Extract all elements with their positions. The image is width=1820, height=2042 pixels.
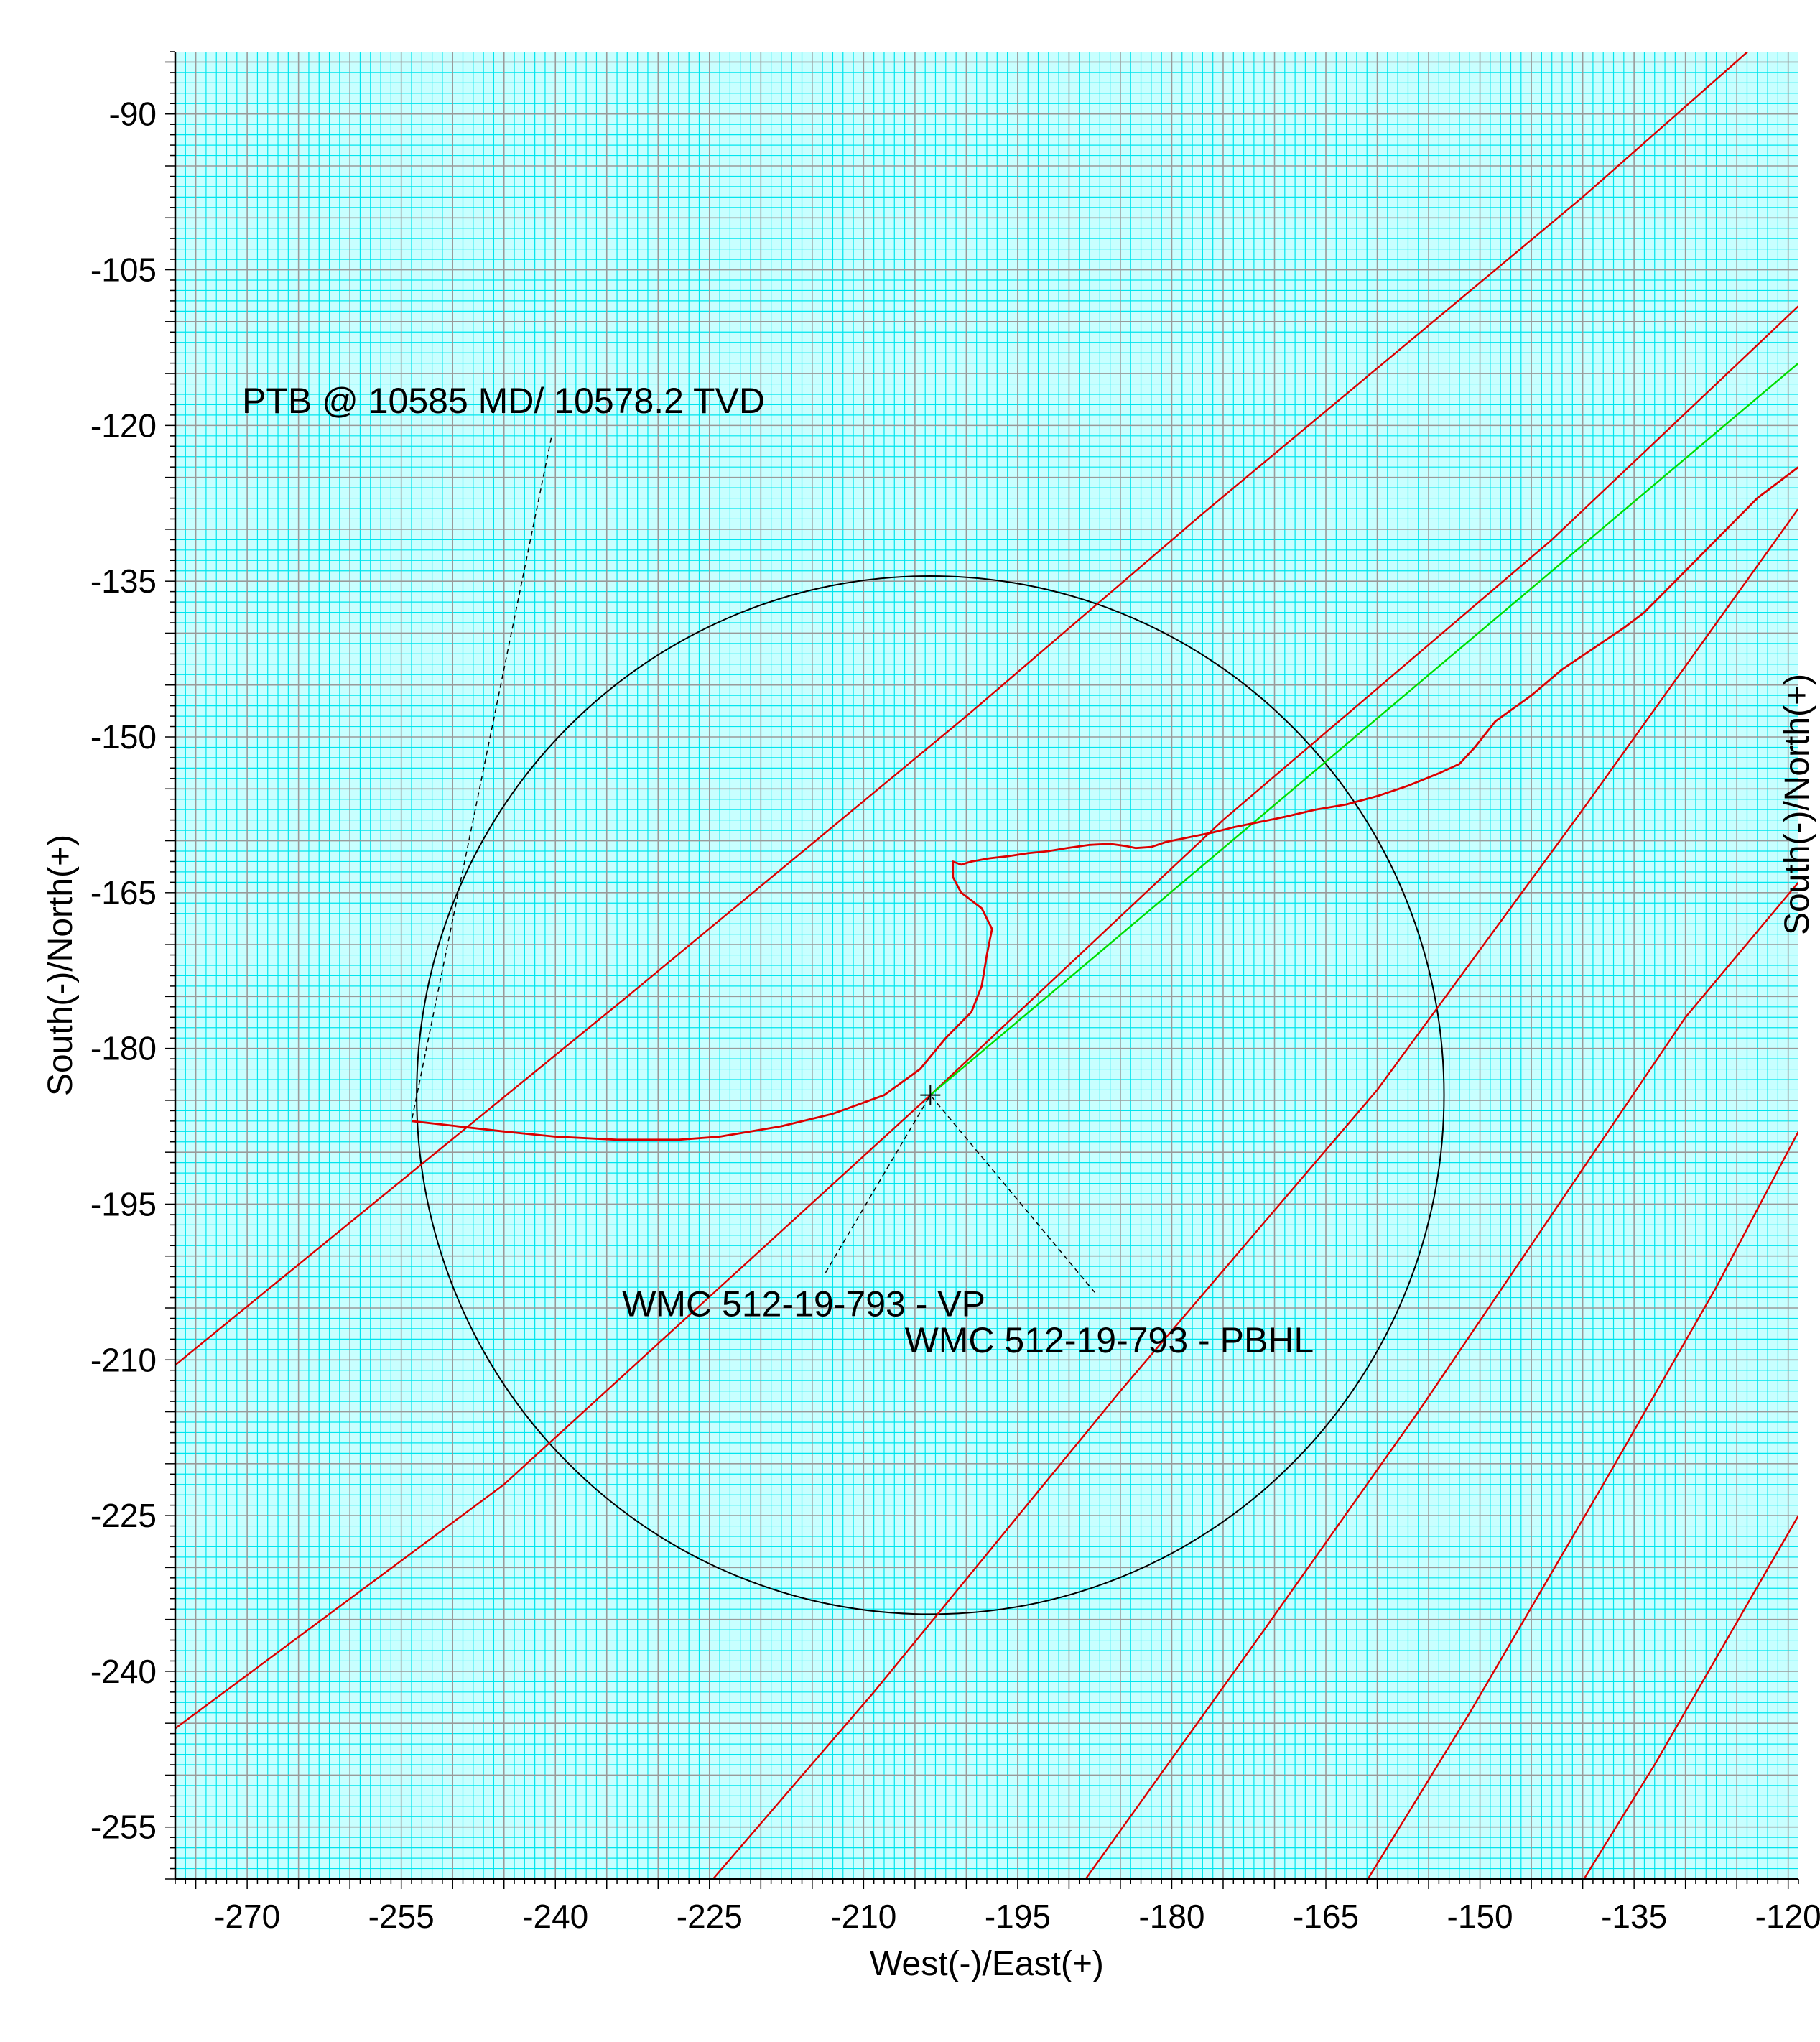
y-tick-label: -120: [90, 407, 157, 444]
y-tick-label: -240: [90, 1653, 157, 1690]
annotation-leader: [411, 437, 552, 1121]
x-tick-label: -165: [1293, 1898, 1359, 1935]
offset-well-line: [175, 52, 1750, 1366]
target-circle: [416, 575, 1445, 1615]
x-tick-label: -255: [368, 1898, 435, 1935]
x-tick-label: -180: [1138, 1898, 1204, 1935]
offset-well-line: [712, 508, 1798, 1879]
plot-layer: [175, 52, 1798, 1879]
y-tick-label: -255: [90, 1809, 157, 1846]
offset-well-line: [1582, 1515, 1798, 1879]
y-tick-label: -210: [90, 1341, 157, 1378]
y-axis-title: South(-)/North(+): [42, 835, 80, 1096]
x-tick-label: -240: [522, 1898, 588, 1935]
y-axis-title-right: South(-)/North(+): [1778, 674, 1816, 935]
offset-well-line: [1085, 881, 1798, 1879]
y-tick-label: -180: [90, 1030, 157, 1067]
x-axis-ticks: -270 -255 -240 -225 -210 -195 -180 -165 -150 -135…: [214, 1898, 1820, 1935]
grid-minor: [175, 52, 1798, 1879]
y-tick-label: -150: [90, 718, 157, 756]
annotation-label: WMC 512-19-793 - VP: [622, 1284, 985, 1324]
y-tick-label: -195: [90, 1185, 157, 1222]
offset-well-line: [175, 305, 1798, 1730]
x-axis-title: West(-)/East(+): [870, 1945, 1104, 1983]
plan-line: [929, 362, 1798, 1096]
x-tick-label: -270: [214, 1898, 280, 1935]
y-tick-label: -165: [90, 874, 157, 911]
x-tick-label: -225: [677, 1898, 743, 1935]
x-tick-label: -135: [1601, 1898, 1667, 1935]
x-tick-label: -195: [985, 1898, 1051, 1935]
annotation-label: PTB @ 10585 MD/ 10578.2 TVD: [242, 381, 765, 421]
annotation-label: WMC 512-19-793 - PBHL: [905, 1320, 1314, 1360]
x-tick-label: -150: [1447, 1898, 1513, 1935]
y-axis-ticks: -90 -105 -120 -135 -150 -165 -180 -195 -210 -225 -…: [90, 96, 157, 1846]
y-tick-label: -90: [109, 96, 157, 133]
axis-frame: [165, 51, 1799, 1889]
annotation-layer: PTB @ 10585 MD/ 10578.2 TVD WMC 512-19-79…: [242, 381, 1314, 1360]
y-tick-label: -105: [90, 251, 157, 289]
y-tick-label: -135: [90, 562, 157, 600]
x-tick-label: -120: [1755, 1898, 1820, 1935]
actual-survey-line: [411, 466, 1798, 1141]
grid-major: [175, 52, 1798, 1879]
offset-well-line: [1367, 1131, 1798, 1879]
y-tick-label: -225: [90, 1497, 157, 1534]
x-tick-label: -210: [830, 1898, 896, 1935]
